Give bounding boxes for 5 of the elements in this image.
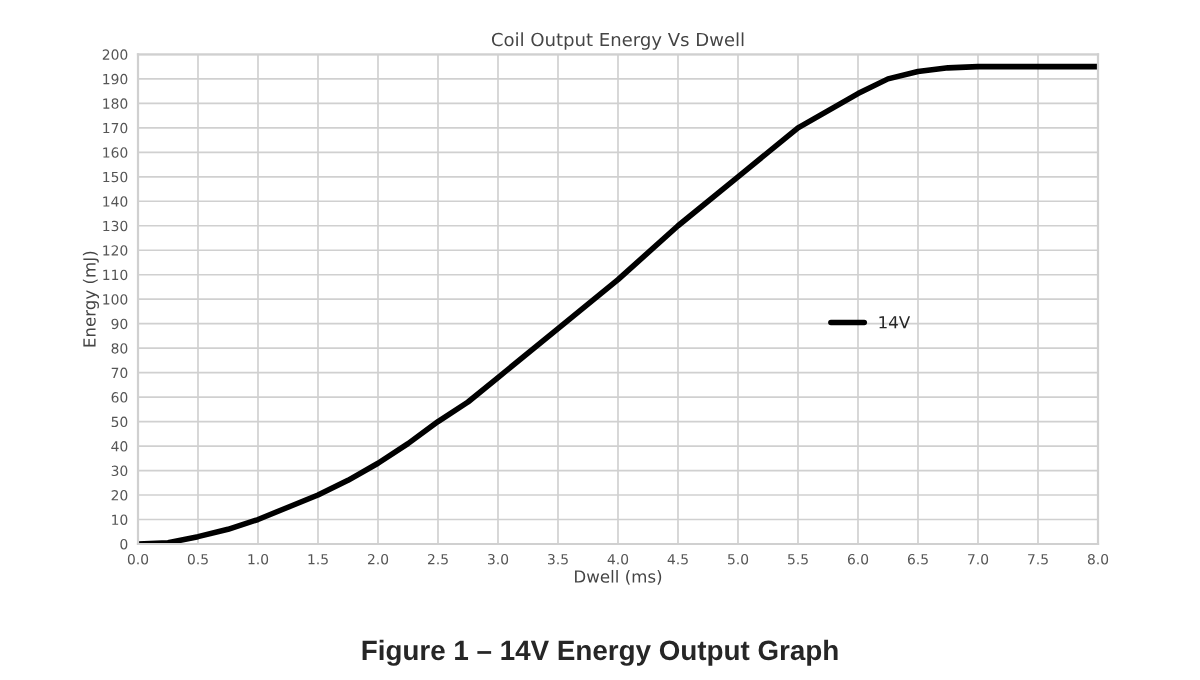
chart-title: Coil Output Energy Vs Dwell <box>491 32 744 50</box>
caption: Figure 1 – 14V Energy Output Graph <box>362 639 838 666</box>
x-axis-title: Dwell (ms) <box>575 569 662 585</box>
y-axis-title: Energy (mJ) <box>82 251 99 347</box>
legend-label: 14V <box>879 316 911 329</box>
